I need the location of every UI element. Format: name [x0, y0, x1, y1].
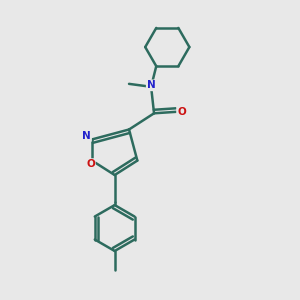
Text: N: N [82, 131, 91, 141]
Text: N: N [147, 80, 155, 90]
Text: O: O [86, 159, 95, 169]
Text: O: O [177, 107, 186, 117]
